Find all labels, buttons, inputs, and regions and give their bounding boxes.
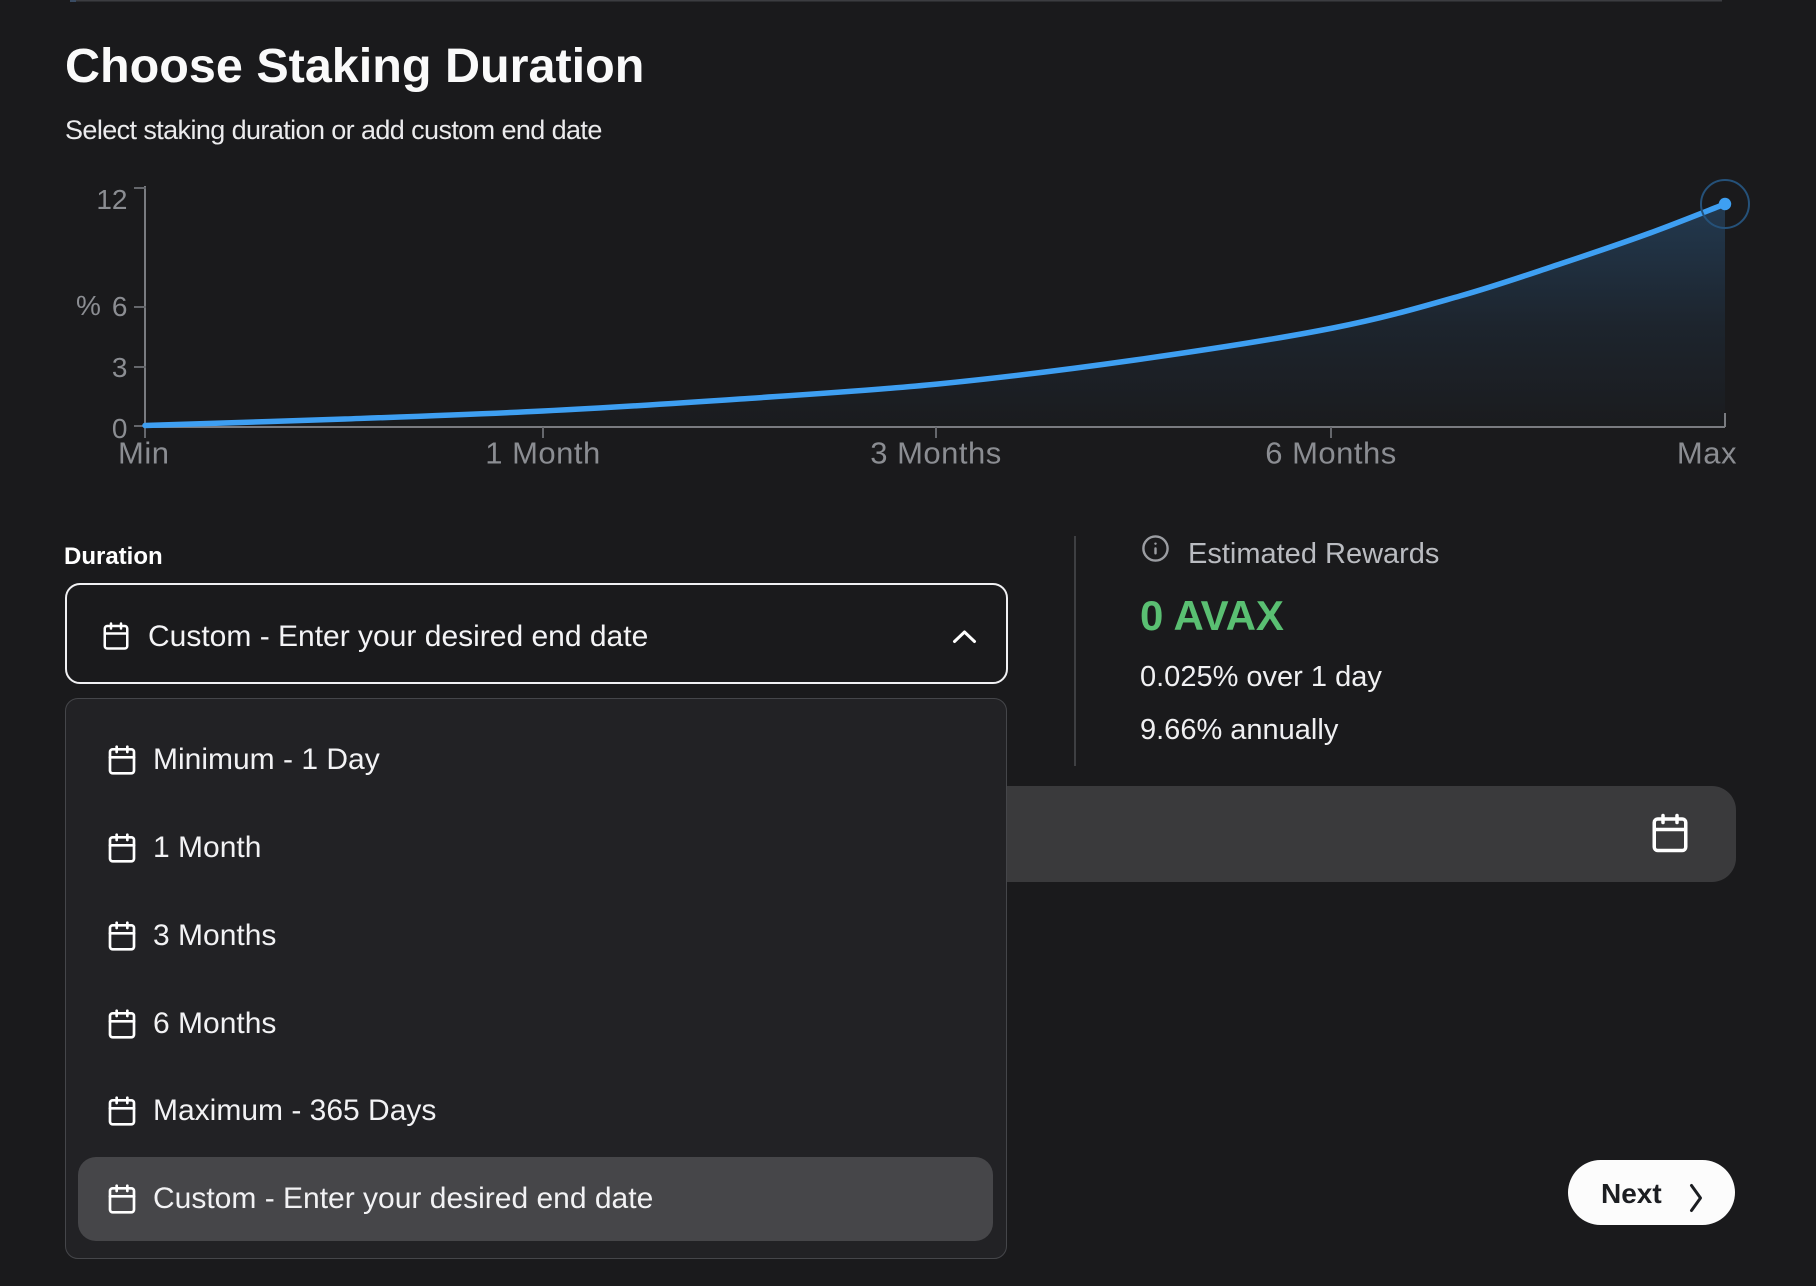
svg-text:Max: Max [1677, 436, 1737, 471]
svg-text:Min: Min [118, 436, 169, 471]
svg-text:6: 6 [112, 291, 128, 322]
svg-text:3 Months: 3 Months [870, 436, 1002, 471]
svg-text:0: 0 [112, 413, 128, 444]
svg-text:6 Months: 6 Months [1265, 436, 1397, 471]
svg-text:3: 3 [112, 352, 128, 383]
svg-text:1 Month: 1 Month [485, 436, 601, 471]
svg-text:12: 12 [96, 184, 127, 215]
svg-text:%: % [76, 290, 101, 321]
